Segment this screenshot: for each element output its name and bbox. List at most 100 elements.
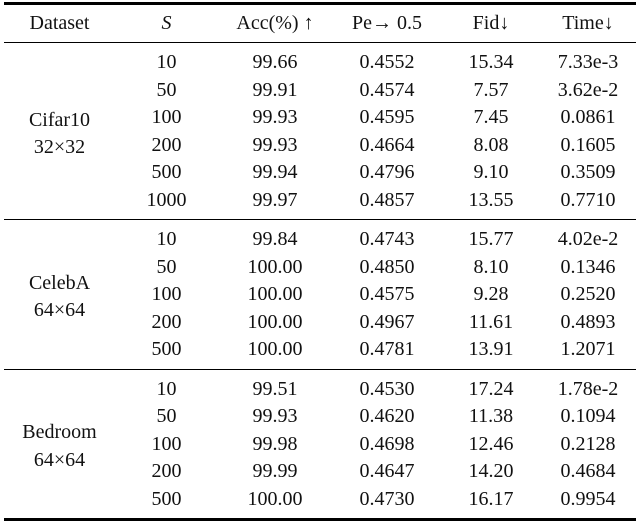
- cell-fid: 9.28: [473, 283, 509, 305]
- cell-fid: 12.46: [468, 432, 514, 455]
- cell-acc: 99.84: [252, 228, 298, 250]
- cell-fid: 16.17: [468, 487, 514, 510]
- table-row: 200 100.00 0.4967 11.61 0.4893: [4, 309, 636, 337]
- cell-s: 200: [151, 133, 182, 156]
- table-row: Cifar10 32×32 10 99.66 0.4552 15.34 7.33e-3: [4, 43, 636, 158]
- cell-acc: 99.93: [252, 405, 298, 427]
- cell-s: 10: [156, 377, 177, 400]
- cell-acc: 99.97: [252, 188, 298, 211]
- dataset-label-celeba: CelebA 64×64: [4, 220, 115, 370]
- cell-pe: 0.4552: [359, 51, 415, 73]
- cell-pe: 0.4664: [359, 133, 415, 156]
- table-row: 100 99.98 0.4698 12.46 0.2128: [4, 431, 636, 459]
- cell-acc: 99.93: [252, 106, 298, 128]
- cell-time: 0.3509: [560, 161, 616, 183]
- cell-fid: 13.91: [468, 338, 514, 360]
- dataset-label-bedroom: Bedroom 64×64: [4, 369, 115, 520]
- cell-time: 0.1346: [560, 255, 616, 278]
- column-header-acc: Acc(%) ↑: [236, 12, 314, 34]
- cell-fid: 8.08: [473, 133, 509, 156]
- cell-s: 50: [156, 78, 177, 101]
- cell-time: 0.7710: [560, 188, 616, 211]
- cell-pe: 0.4730: [359, 487, 415, 510]
- cell-acc: 100.00: [247, 310, 303, 333]
- cell-fid: 13.55: [468, 188, 514, 211]
- table-row: 100 100.00 0.4575 9.28 0.2520: [4, 281, 636, 309]
- cell-time: 0.4893: [560, 310, 616, 333]
- cell-s: 200: [151, 310, 182, 333]
- table-row: 500 99.94 0.4796 9.10 0.3509: [4, 159, 636, 187]
- dataset-group-cifar10: Cifar10 32×32 10 99.66 0.4552 15.34 7.33e-3 50 9…: [4, 43, 636, 220]
- cell-acc: 99.91: [252, 78, 298, 101]
- table-row: Bedroom 64×64 10 99.51 0.4530 17.24 1.78e-2: [4, 369, 636, 471]
- cell-pe: 0.4595: [359, 106, 415, 128]
- cell-acc: 100.00: [247, 487, 303, 510]
- cell-s: 100: [151, 283, 182, 305]
- dataset-name: Cifar10: [28, 108, 91, 131]
- cell-time: 0.0861: [560, 106, 616, 128]
- cell-time: 3.62e-2: [557, 78, 619, 101]
- cell-fid: 14.20: [468, 460, 514, 482]
- table-row: 200 99.99 0.4647 14.20 0.4684: [4, 458, 636, 486]
- table-row: 50 99.91 0.4574 7.57 3.62e-2: [4, 77, 636, 105]
- table-row: 500 100.00 0.4730 16.17 0.9954: [4, 486, 636, 520]
- cell-s: 500: [151, 161, 182, 183]
- cell-time: 0.1605: [560, 133, 616, 156]
- cell-fid: 17.24: [468, 377, 514, 400]
- cell-pe: 0.4698: [359, 432, 415, 455]
- table-row: 500 100.00 0.4781 13.91 1.2071: [4, 336, 636, 369]
- dataset-resolution: 32×32: [33, 136, 86, 158]
- cell-time: 1.2071: [560, 338, 616, 360]
- cell-acc: 100.00: [247, 338, 303, 360]
- cell-fid: 11.61: [468, 310, 514, 333]
- column-header-pe: Pe→ 0.5: [352, 12, 422, 34]
- cell-s: 200: [151, 460, 182, 482]
- table-row: 50 99.93 0.4620 11.38 0.1094: [4, 403, 636, 431]
- cell-pe: 0.4575: [359, 283, 415, 305]
- cell-pe: 0.4781: [359, 338, 415, 360]
- cell-fid: 9.10: [473, 161, 509, 183]
- table-row: CelebA 64×64 10 99.84 0.4743 15.77 4.02e-2: [4, 220, 636, 321]
- cell-time: 0.1094: [560, 405, 616, 427]
- cell-pe: 0.4796: [359, 161, 415, 183]
- cell-pe: 0.4967: [359, 310, 415, 333]
- cell-pe: 0.4850: [359, 255, 415, 278]
- cell-acc: 99.99: [252, 460, 298, 482]
- cell-s: 10: [156, 228, 177, 250]
- cell-s: 1000: [146, 188, 187, 211]
- table-row: 50 100.00 0.4850 8.10 0.1346: [4, 254, 636, 282]
- cell-time: 0.9954: [560, 487, 616, 510]
- cell-pe: 0.4857: [359, 188, 415, 211]
- cell-acc: 99.51: [252, 377, 298, 400]
- dataset-name: Bedroom: [22, 421, 97, 444]
- cell-fid: 15.77: [468, 228, 514, 250]
- cell-acc: 99.93: [252, 133, 298, 156]
- cell-pe: 0.4647: [359, 460, 415, 482]
- column-header-s: S: [161, 12, 172, 34]
- cell-time: 0.4684: [560, 460, 616, 482]
- dataset-group-celeba: CelebA 64×64 10 99.84 0.4743 15.77 4.02e-2 50 10…: [4, 220, 636, 369]
- cell-time: 4.02e-2: [557, 228, 619, 250]
- cell-time: 0.2520: [560, 283, 616, 305]
- dataset-resolution: 64×64: [33, 299, 86, 322]
- table-row: 1000 99.97 0.4857 13.55 0.7710: [4, 187, 636, 220]
- cell-s: 500: [151, 487, 182, 510]
- cell-fid: 8.10: [473, 255, 509, 278]
- dataset-resolution: 64×64: [33, 448, 86, 471]
- cell-time: 1.78e-2: [557, 377, 619, 400]
- cell-fid: 7.57: [473, 78, 509, 101]
- cell-fid: 15.34: [468, 51, 514, 73]
- cell-s: 100: [151, 106, 182, 128]
- cell-pe: 0.4620: [359, 405, 415, 427]
- column-header-dataset: Dataset: [29, 12, 90, 34]
- column-header-time: Time↓: [562, 12, 614, 34]
- cell-s: 100: [151, 432, 182, 455]
- cell-time: 7.33e-3: [557, 51, 619, 73]
- cell-time: 0.2128: [560, 432, 616, 455]
- table-row: 100 99.93 0.4595 7.45 0.0861: [4, 104, 636, 132]
- table-header-row: Dataset S Acc(%) ↑ Pe→ 0.5 Fid↓ Time↓: [4, 4, 636, 43]
- cell-s: 500: [151, 338, 182, 360]
- column-header-fid: Fid↓: [472, 12, 510, 34]
- cell-pe: 0.4530: [359, 377, 415, 400]
